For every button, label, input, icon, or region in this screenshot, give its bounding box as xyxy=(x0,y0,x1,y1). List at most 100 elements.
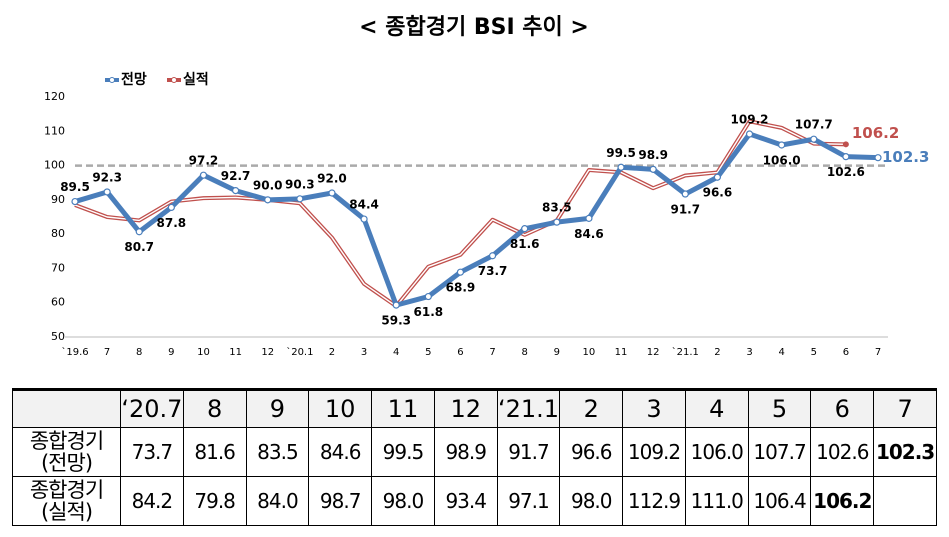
x-tick-label: 9 xyxy=(554,347,560,358)
table-cell: 84.2 xyxy=(120,476,184,526)
header-cell: 12 xyxy=(433,388,498,428)
table-cell: 97.1 xyxy=(496,476,561,526)
data-label: 106.2 xyxy=(852,124,899,142)
table-cell: 109.2 xyxy=(622,427,686,477)
data-label: 80.7 xyxy=(124,240,154,254)
data-label: 84.4 xyxy=(349,198,379,212)
x-tick-label: `19.6 xyxy=(61,346,88,358)
point-forecast xyxy=(360,215,368,223)
point-forecast xyxy=(842,153,850,161)
point-forecast xyxy=(296,195,304,203)
y-tick-label: 90 xyxy=(51,193,65,206)
table-cell: 99.5 xyxy=(371,427,435,477)
y-tick-label: 70 xyxy=(51,261,65,274)
header-cell: 4 xyxy=(684,388,749,428)
data-label: 68.9 xyxy=(446,281,476,295)
x-tick-label: 12 xyxy=(261,347,274,358)
x-tick-label: 2 xyxy=(329,347,335,358)
table-cell: 107.7 xyxy=(747,427,812,477)
x-tick-label: 9 xyxy=(168,347,174,358)
x-tick-label: 8 xyxy=(521,347,527,358)
x-tick-label: 11 xyxy=(229,347,242,358)
data-label: 99.5 xyxy=(606,146,636,160)
line-forecast xyxy=(74,131,879,308)
y-tick-label: 120 xyxy=(44,90,65,103)
point-forecast xyxy=(135,228,143,236)
x-tick-label: 4 xyxy=(778,347,784,358)
header-cell: 6 xyxy=(810,388,875,428)
x-tick-label: `20.1 xyxy=(286,346,313,358)
table-row: 종합경기 (전망) 73.7 81.6 83.5 84.6 99.5 98.9 91.7 96.… xyxy=(12,427,937,477)
data-table: ‘20.7 8 9 10 11 12 ‘21.1 2 3 4 5 6 7 종합경기 (전망) 73.7 81.… xyxy=(12,388,937,526)
header-cell: 2 xyxy=(559,388,624,428)
data-label: 92.0 xyxy=(317,172,347,186)
data-label: 73.7 xyxy=(478,264,508,278)
table-cell: 73.7 xyxy=(120,427,184,477)
x-tick-label: 7 xyxy=(104,347,110,358)
table-cell: 96.6 xyxy=(559,427,624,477)
point-forecast xyxy=(778,141,786,149)
x-tick-label: 3 xyxy=(361,347,367,358)
point-forecast xyxy=(649,165,657,173)
point-forecast xyxy=(681,190,689,198)
table-cell: 98.9 xyxy=(433,427,498,477)
point-forecast xyxy=(456,268,465,276)
table-cell: 98.0 xyxy=(559,476,624,526)
table-cell: 79.8 xyxy=(182,476,247,526)
table-row: 종합경기 (실적) 84.2 79.8 84.0 98.7 98.0 93.4 97.1 98.… xyxy=(12,476,937,526)
header-cell: 3 xyxy=(622,388,686,428)
legend-marker xyxy=(171,77,177,83)
table-cell: 83.5 xyxy=(245,427,310,477)
header-cell: 7 xyxy=(873,388,937,428)
point-forecast xyxy=(167,203,175,211)
point-forecast xyxy=(713,173,722,181)
point-forecast xyxy=(232,187,240,195)
point-forecast xyxy=(424,292,432,301)
x-tick-label: 4 xyxy=(393,347,399,358)
data-label: 87.8 xyxy=(157,216,187,230)
table-cell: 102.6 xyxy=(810,427,875,477)
table-cell: 91.7 xyxy=(496,427,561,477)
table-cell: 84.6 xyxy=(308,427,373,477)
table-cell: 98.7 xyxy=(308,476,373,526)
x-tick-label: 10 xyxy=(197,347,210,358)
data-label: 96.6 xyxy=(703,186,733,200)
header-cell: 9 xyxy=(245,388,310,428)
point-forecast xyxy=(617,163,625,171)
header-cell: ‘21.1 xyxy=(496,388,561,428)
point-forecast xyxy=(103,188,111,196)
x-tick-label: 3 xyxy=(746,347,752,358)
point-forecast xyxy=(392,301,400,309)
table-cell: 84.0 xyxy=(245,476,310,526)
table-cell: 111.0 xyxy=(684,476,749,526)
point-forecast xyxy=(488,252,497,260)
table-cell: 106.4 xyxy=(747,476,812,526)
data-label: 97.2 xyxy=(189,154,219,168)
header-cell: 5 xyxy=(747,388,812,428)
point-forecast xyxy=(199,171,208,179)
data-label: 84.6 xyxy=(574,227,604,241)
data-label: 91.7 xyxy=(670,203,700,217)
row-label: 종합경기 (실적) xyxy=(12,476,121,526)
point-forecast xyxy=(521,225,529,233)
data-label: 106.0 xyxy=(763,154,801,168)
row-label: 종합경기 (전망) xyxy=(12,427,121,477)
x-tick-label: 8 xyxy=(136,347,142,358)
header-cell: 11 xyxy=(371,388,435,428)
table-cell: 98.0 xyxy=(371,476,435,526)
x-tick-label: 6 xyxy=(843,347,849,358)
data-label: 81.6 xyxy=(510,237,540,251)
data-label: 90.3 xyxy=(285,177,315,191)
data-label: 98.9 xyxy=(638,148,668,162)
x-tick-label: 5 xyxy=(811,347,817,358)
point-forecast xyxy=(553,218,561,226)
data-label: 102.3 xyxy=(882,148,929,166)
table-cell: 112.9 xyxy=(622,476,686,526)
table-cell: 102.3 xyxy=(873,427,937,477)
data-label: 107.7 xyxy=(795,118,833,132)
data-label: 59.3 xyxy=(381,314,411,328)
x-tick-label: 10 xyxy=(583,347,596,358)
data-label: 102.6 xyxy=(827,165,865,179)
point-forecast xyxy=(874,154,882,162)
